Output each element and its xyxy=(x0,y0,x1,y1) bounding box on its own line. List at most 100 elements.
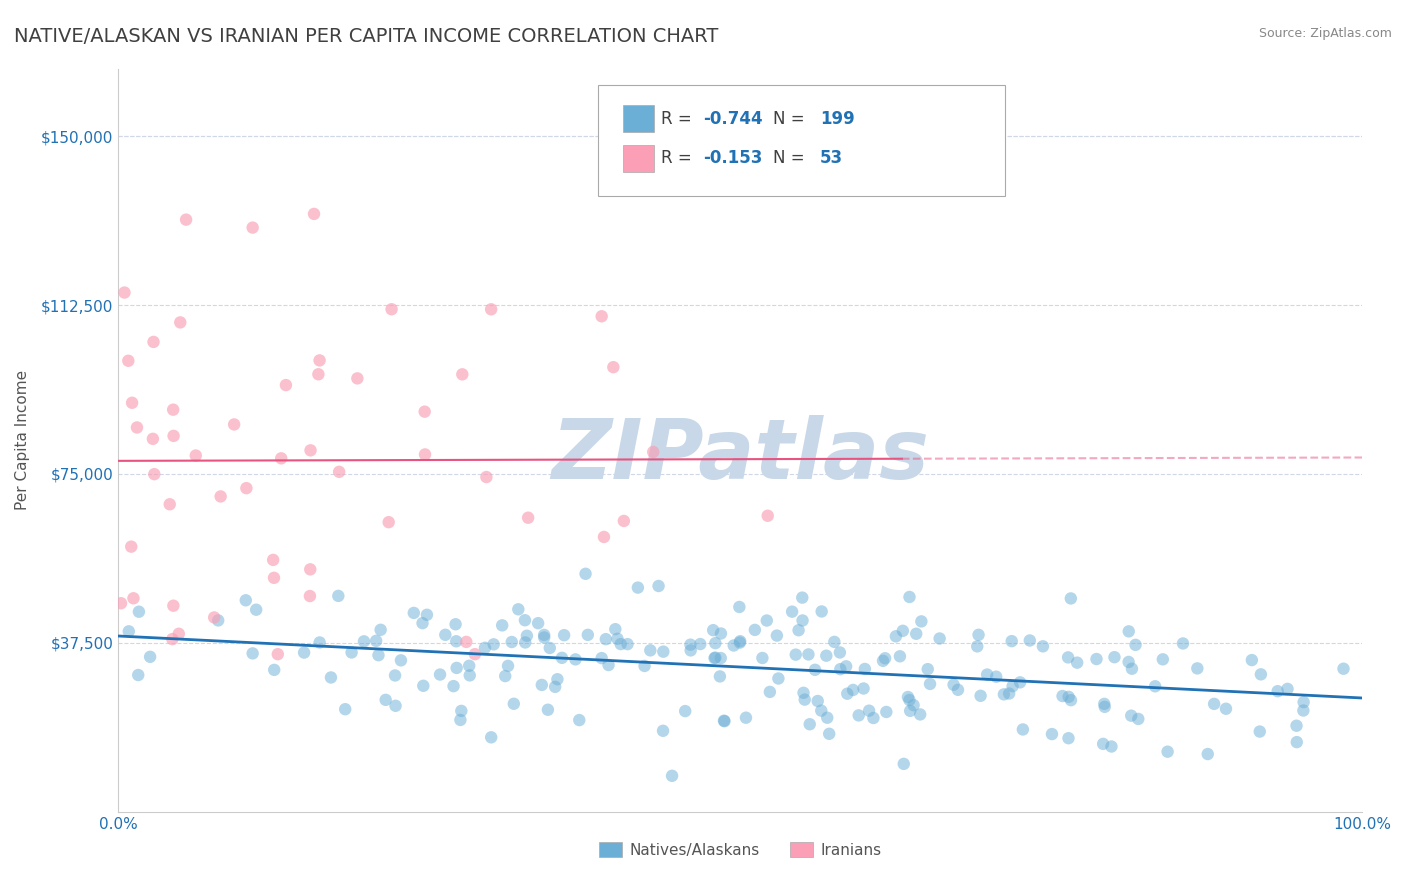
Natives/Alaskans xyxy=(1040,727,1063,741)
Iranians xyxy=(162,429,184,443)
Natives/Alaskans xyxy=(128,605,150,619)
Natives/Alaskans xyxy=(609,637,631,651)
Natives/Alaskans xyxy=(449,713,471,727)
Iranians xyxy=(267,647,290,661)
Natives/Alaskans xyxy=(502,697,524,711)
Natives/Alaskans xyxy=(815,711,838,725)
Iranians xyxy=(224,417,246,432)
Natives/Alaskans xyxy=(537,703,560,717)
Natives/Alaskans xyxy=(852,681,875,696)
Natives/Alaskans xyxy=(1118,655,1140,669)
Natives/Alaskans xyxy=(810,604,832,618)
Natives/Alaskans xyxy=(530,678,553,692)
Natives/Alaskans xyxy=(308,635,330,649)
Natives/Alaskans xyxy=(340,645,363,659)
Natives/Alaskans xyxy=(416,607,439,622)
Natives/Alaskans xyxy=(127,668,149,682)
Natives/Alaskans xyxy=(751,651,773,665)
Natives/Alaskans xyxy=(1101,739,1123,754)
Natives/Alaskans xyxy=(728,599,751,614)
Natives/Alaskans xyxy=(353,634,375,648)
Natives/Alaskans xyxy=(837,687,859,701)
Natives/Alaskans xyxy=(1085,652,1108,666)
Natives/Alaskans xyxy=(242,646,264,660)
Iranians xyxy=(479,302,502,317)
Natives/Alaskans xyxy=(704,636,727,650)
Natives/Alaskans xyxy=(389,653,412,667)
Natives/Alaskans xyxy=(1144,679,1167,693)
Natives/Alaskans xyxy=(903,698,925,713)
Natives/Alaskans xyxy=(574,566,596,581)
Natives/Alaskans xyxy=(370,623,392,637)
Natives/Alaskans xyxy=(1092,697,1115,711)
Natives/Alaskans xyxy=(1121,662,1143,676)
Natives/Alaskans xyxy=(823,635,845,649)
Natives/Alaskans xyxy=(319,670,342,684)
Natives/Alaskans xyxy=(516,629,538,643)
Natives/Alaskans xyxy=(893,756,915,771)
Iranians xyxy=(142,432,165,446)
Natives/Alaskans xyxy=(1060,591,1083,606)
Natives/Alaskans xyxy=(780,605,803,619)
Natives/Alaskans xyxy=(245,603,267,617)
Natives/Alaskans xyxy=(533,631,555,645)
Text: N =: N = xyxy=(773,110,810,128)
Natives/Alaskans xyxy=(797,648,820,662)
Natives/Alaskans xyxy=(496,659,519,673)
Natives/Alaskans xyxy=(891,624,914,638)
Iranians xyxy=(121,396,143,410)
Natives/Alaskans xyxy=(544,680,567,694)
Natives/Alaskans xyxy=(897,690,920,704)
Natives/Alaskans xyxy=(513,613,536,627)
Natives/Alaskans xyxy=(917,662,939,676)
Natives/Alaskans xyxy=(1060,693,1083,707)
Text: R =: R = xyxy=(661,110,697,128)
Iranians xyxy=(308,353,330,368)
Natives/Alaskans xyxy=(792,591,814,605)
Iranians xyxy=(643,445,665,459)
Natives/Alaskans xyxy=(533,628,555,642)
Text: NATIVE/ALASKAN VS IRANIAN PER CAPITA INCOME CORRELATION CHART: NATIVE/ALASKAN VS IRANIAN PER CAPITA INC… xyxy=(14,27,718,45)
Natives/Alaskans xyxy=(785,648,807,662)
Iranians xyxy=(262,553,284,567)
Iranians xyxy=(169,315,191,329)
Natives/Alaskans xyxy=(1010,675,1032,690)
Iranians xyxy=(299,443,322,458)
Natives/Alaskans xyxy=(576,628,599,642)
Natives/Alaskans xyxy=(429,667,451,681)
Iranians xyxy=(184,449,207,463)
Iranians xyxy=(451,368,474,382)
Natives/Alaskans xyxy=(898,704,921,718)
Natives/Alaskans xyxy=(1128,712,1150,726)
Natives/Alaskans xyxy=(858,704,880,718)
Iranians xyxy=(381,302,404,317)
Natives/Alaskans xyxy=(616,637,638,651)
Natives/Alaskans xyxy=(292,646,315,660)
Natives/Alaskans xyxy=(728,634,751,648)
Text: R =: R = xyxy=(661,149,697,167)
Natives/Alaskans xyxy=(993,687,1015,701)
Natives/Alaskans xyxy=(384,668,406,682)
Iranians xyxy=(307,368,329,382)
Text: Source: ZipAtlas.com: Source: ZipAtlas.com xyxy=(1258,27,1392,40)
Iranians xyxy=(302,207,325,221)
Natives/Alaskans xyxy=(875,651,897,665)
Natives/Alaskans xyxy=(606,632,628,646)
Natives/Alaskans xyxy=(910,615,932,629)
Natives/Alaskans xyxy=(1001,679,1024,693)
Natives/Alaskans xyxy=(703,651,725,665)
Natives/Alaskans xyxy=(118,624,141,639)
Iranians xyxy=(593,530,616,544)
Iranians xyxy=(756,508,779,523)
Natives/Alaskans xyxy=(810,704,832,718)
Natives/Alaskans xyxy=(766,629,789,643)
Natives/Alaskans xyxy=(905,627,928,641)
Natives/Alaskans xyxy=(768,672,790,686)
Natives/Alaskans xyxy=(1277,681,1299,696)
Natives/Alaskans xyxy=(1057,731,1080,746)
Iranians xyxy=(263,571,285,585)
Natives/Alaskans xyxy=(139,649,162,664)
Natives/Alaskans xyxy=(527,616,550,631)
Natives/Alaskans xyxy=(848,708,870,723)
Natives/Alaskans xyxy=(946,682,969,697)
